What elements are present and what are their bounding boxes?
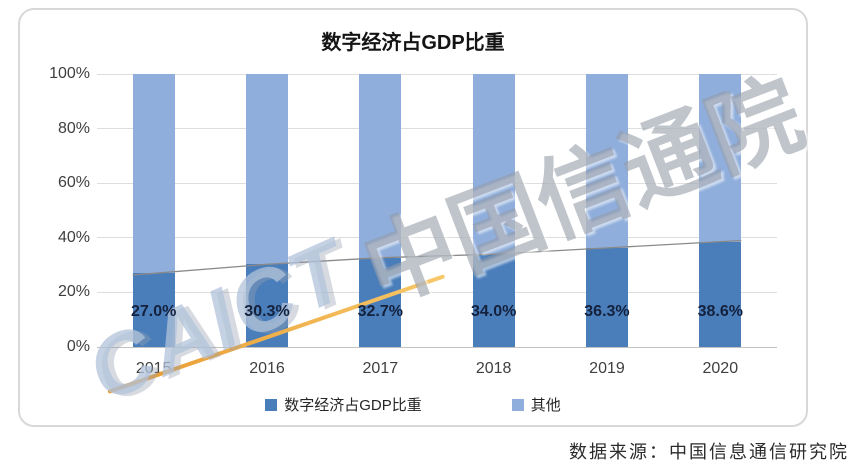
legend: 数字经济占GDP比重 其他 — [20, 394, 806, 415]
bar-segment-digital-economy — [585, 247, 628, 347]
gridline — [97, 237, 777, 239]
bar-segment-digital-economy — [472, 254, 515, 347]
x-tick-label: 2016 — [249, 360, 285, 377]
bar-segment-other — [132, 74, 175, 274]
x-tick-label: 2015 — [135, 360, 172, 377]
trend-line — [132, 239, 742, 276]
bar-segment-digital-economy — [699, 241, 742, 347]
y-tick-label: 80% — [57, 119, 90, 137]
x-tick-label: 2019 — [589, 360, 625, 377]
bar-column: 34.0% — [437, 74, 550, 347]
y-axis-ticks: 0% 20% 40% 60% 80% 100% — [28, 65, 90, 355]
stacked-bar — [699, 74, 742, 347]
data-source-caption: 数据来源：中国信息通信研究院 — [569, 442, 849, 462]
y-tick-label: 0% — [66, 338, 90, 355]
x-tick-label: 2018 — [475, 360, 512, 377]
plot-area: 27.0% 30.3% 32.7% 34.0% 36.3% 38.6% — [97, 73, 777, 348]
bar-segment-other — [359, 74, 402, 258]
gridline — [97, 73, 777, 75]
y-tick-label: 100% — [49, 65, 90, 82]
bar-value-label: 38.6% — [697, 303, 743, 320]
x-tick-label: 2017 — [362, 360, 399, 377]
bar-value-label: 32.7% — [357, 303, 403, 320]
y-tick-label: 60% — [57, 174, 90, 192]
y-tick-label: 20% — [57, 283, 90, 301]
bar-column: 38.6% — [664, 74, 777, 347]
legend-swatch — [265, 398, 278, 411]
legend-label: 其他 — [530, 397, 561, 414]
legend-item: 数字经济占GDP比重 — [265, 394, 422, 415]
bar-value-label: 34.0% — [470, 303, 517, 320]
bar-segment-other — [585, 74, 628, 248]
bar-segment-other — [472, 74, 515, 255]
bar-column: 36.3% — [550, 74, 663, 347]
legend-item: 其他 — [511, 394, 561, 415]
gridline — [97, 182, 777, 184]
stacked-bar — [585, 74, 628, 347]
bar-segment-other — [245, 74, 288, 265]
y-tick-label: 40% — [57, 228, 90, 246]
x-tick-label: 2020 — [702, 360, 739, 377]
chart-card: 数字经济占GDP比重 0% 20% 40% 60% 80% 100% 27.0% 30.3%… — [18, 8, 808, 427]
bar-value-label: 30.3% — [244, 303, 290, 320]
bar-value-label: 36.3% — [584, 303, 630, 320]
bar-value-label: 27.0% — [130, 303, 177, 320]
bar-segment-other — [699, 74, 742, 242]
stacked-bar — [472, 74, 515, 347]
legend-swatch — [511, 398, 524, 411]
gridline — [97, 128, 777, 130]
chart-title: 数字经济占GDP比重 — [321, 32, 505, 54]
x-axis-labels: 2015 2016 2017 2018 2019 2020 — [97, 360, 777, 378]
legend-label: 数字经济占GDP比重 — [284, 397, 422, 414]
